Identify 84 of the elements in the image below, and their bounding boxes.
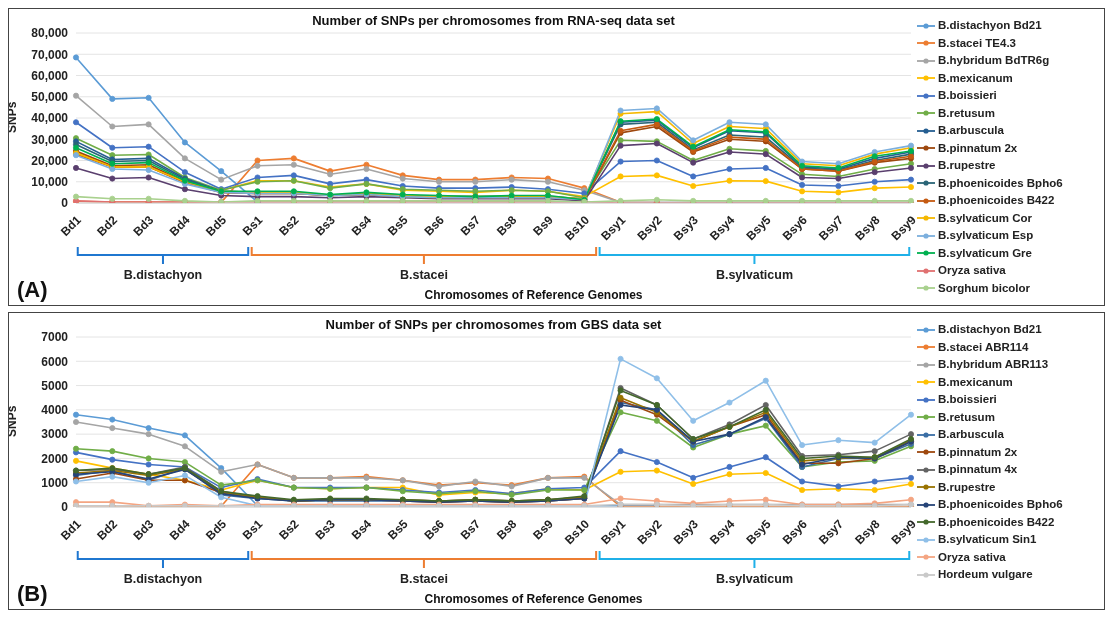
x-tick-label: Bs9: [530, 516, 556, 543]
x-tick-label: Bs1: [239, 212, 266, 239]
x-tick-label: Bs6: [421, 212, 448, 239]
legend-label: B.stacei ABR114: [938, 339, 1029, 355]
legend-label: B.distachyon Bd21: [938, 18, 1042, 33]
legend-label: B.pinnatum 2x: [938, 140, 1018, 156]
x-tick-label: Bs3: [312, 516, 339, 543]
y-tick-label: 40,000: [31, 111, 69, 126]
legend-label: Oryza sativa: [938, 549, 1006, 565]
legend-label: Hordeum vulgare: [938, 567, 1033, 582]
y-tick-label: 50,000: [31, 90, 69, 105]
y-tick-label: 0: [61, 196, 69, 211]
legend-label: B.sylvaticum Sin1: [938, 532, 1037, 547]
legend-label: B.retusum: [938, 105, 995, 121]
x-tick-label: Bd1: [57, 212, 85, 239]
y-tick-label: 70,000: [31, 47, 69, 62]
x-tick-label: Bs4: [348, 212, 375, 239]
chart-title: Number of SNPs per chromosomes from RNA-seq data set: [312, 13, 676, 28]
legend-label: B.pinnatum 2x: [938, 444, 1018, 460]
x-tick-label: Bs6: [421, 516, 448, 543]
y-tick-label: 7000: [41, 330, 69, 345]
text: B.sylvaticum: [715, 572, 793, 586]
legend-label: B.hybridum BdTR6g: [938, 53, 1050, 68]
text: B.stacei: [399, 572, 448, 586]
legend-label: B.phoenicoides B422: [938, 514, 1055, 530]
x-tick-label: Bs2: [276, 212, 302, 239]
chart-title: Number of SNPs per chromosomes from GBS data set: [325, 317, 663, 332]
x-tick-label: Bd3: [130, 212, 157, 239]
x-axis-title: Chromosomes of Reference Genomes: [424, 592, 643, 606]
y-tick-label: 3000: [41, 427, 69, 442]
x-tick-label: Bs3: [312, 212, 339, 239]
legend-label: B.phoenicoides B422: [938, 193, 1055, 208]
text: (B): [17, 581, 48, 606]
legend-label: B.mexicanum: [938, 70, 1013, 86]
text: B.sylvaticum: [715, 268, 793, 282]
legend-label: B.phoenicoides Bpho6: [938, 175, 1063, 191]
x-tick-label: Bd4: [166, 516, 193, 543]
legend-label: B.phoenicoides Bpho6: [938, 497, 1063, 512]
text: B.distachyon: [123, 572, 203, 586]
y-tick-label: 80,000: [31, 26, 69, 41]
legend-label: B.rupestre: [938, 158, 996, 173]
y-tick-label: 6000: [41, 354, 69, 369]
legend-label: B.rupestre: [938, 479, 996, 495]
x-tick-label: Bs5: [385, 212, 411, 239]
legend-label: B.sylvaticum Esp: [938, 228, 1034, 243]
y-tick-label: 20,000: [31, 153, 69, 168]
legend-label: Oryza sativa: [938, 263, 1006, 278]
legend-label: B.stacei TE4.3: [938, 35, 1016, 51]
text: B.stacei: [399, 268, 448, 282]
legend-label: B.hybridum ABR113: [938, 357, 1049, 372]
x-tick-label: Bs8: [493, 516, 520, 543]
x-tick-label: Bd2: [94, 516, 121, 543]
y-tick-label: 1000: [41, 475, 69, 490]
y-tick-label: 60,000: [31, 68, 69, 83]
legend-label: B.pinnatum 4x: [938, 462, 1018, 477]
x-tick-label: Bs4: [348, 516, 375, 543]
legend-label: Sorghum bicolor: [938, 280, 1030, 296]
y-tick-label: 5000: [41, 378, 69, 393]
x-tick-label: Bs5: [385, 516, 411, 543]
y-tick-label: 2000: [41, 451, 69, 466]
x-tick-label: Bd2: [94, 212, 121, 239]
legend-label: B.sylvaticum Gre: [938, 245, 1032, 261]
legend-label: B.retusum: [938, 409, 995, 425]
legend-label: B.boissieri: [938, 392, 997, 407]
text: B.distachyon: [123, 268, 203, 282]
y-tick-label: 10,000: [31, 175, 69, 190]
y-tick-label: 0: [61, 500, 69, 515]
legend-label: B.mexicanum: [938, 374, 1013, 390]
legend-label: B.distachyon Bd21: [938, 322, 1042, 337]
x-tick-label: Bd1: [57, 516, 85, 543]
legend-label: B.arbuscula: [938, 427, 1004, 442]
x-tick-label: Bs1: [239, 516, 266, 543]
y-tick-label: 4000: [41, 403, 69, 418]
y-tick-label: 30,000: [31, 132, 69, 147]
x-tick-label: Bd4: [166, 212, 193, 239]
legend-label: B.boissieri: [938, 88, 997, 103]
x-tick-label: Bs8: [493, 212, 520, 239]
legend-label: B.arbuscula: [938, 123, 1004, 138]
x-axis-title: Chromosomes of Reference Genomes: [424, 288, 643, 302]
text: (A): [17, 277, 48, 302]
x-tick-label: Bd3: [130, 516, 157, 543]
x-tick-label: Bs9: [530, 212, 556, 239]
x-tick-label: Bs2: [276, 516, 302, 543]
legend-label: B.sylvaticum Cor: [938, 210, 1032, 226]
